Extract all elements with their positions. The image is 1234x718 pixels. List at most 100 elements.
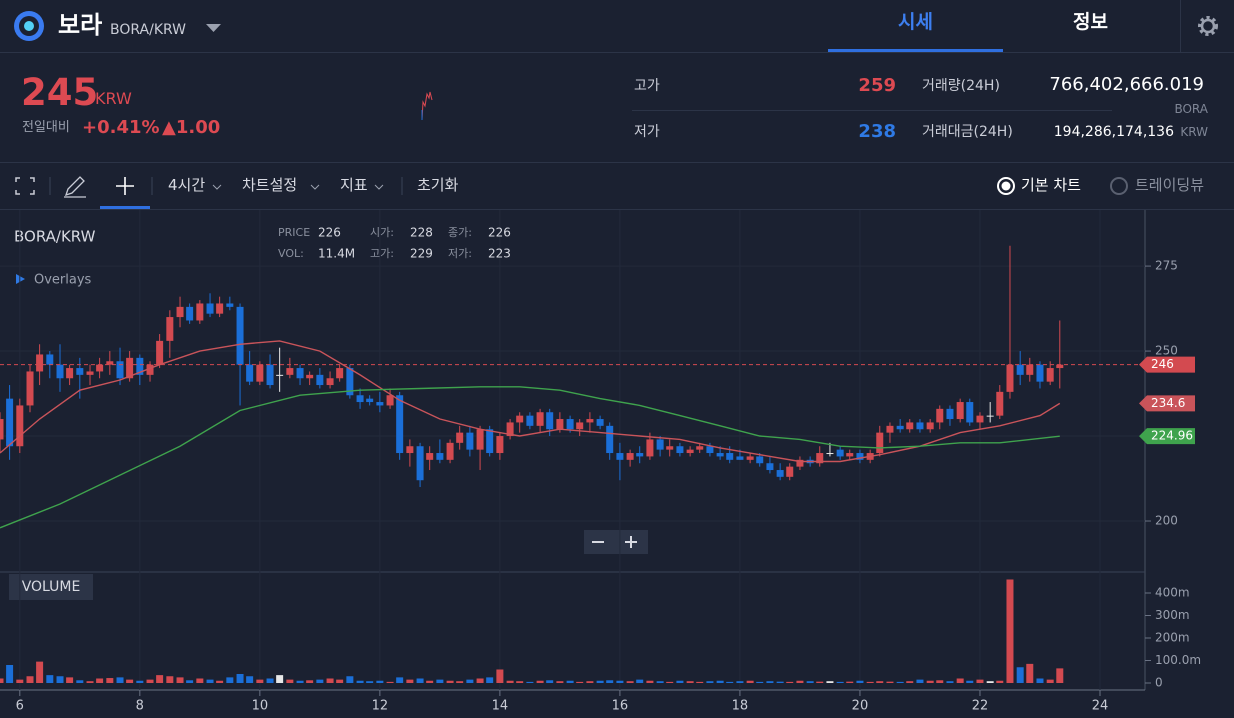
candle-body: [976, 415, 984, 423]
candle-body: [126, 357, 134, 379]
candle-body: [746, 456, 754, 460]
volume-bar: [886, 681, 894, 683]
stat-value: 238: [858, 121, 896, 142]
candle-body: [696, 446, 704, 450]
volume-bar: [386, 681, 394, 683]
volume-bar: [556, 681, 564, 683]
x-tick-label: 8: [136, 699, 144, 714]
menu[interactable]: 지표: [340, 176, 368, 194]
volume-bar: [186, 680, 194, 683]
legend-value: 11.4M: [318, 247, 355, 261]
candle-body: [676, 446, 684, 454]
candle-body: [706, 446, 714, 454]
reset[interactable]: 초기화: [417, 176, 459, 194]
candle-body: [176, 306, 184, 318]
radio-on[interactable]: [995, 176, 1017, 198]
volume-bar: [246, 676, 254, 683]
candle-body: [246, 364, 254, 382]
overlays-toggle[interactable]: Overlays: [34, 273, 92, 288]
candle-body: [536, 412, 544, 426]
tab[interactable]: 시세: [898, 11, 933, 33]
candle-body: [576, 422, 584, 430]
candle-body: [966, 402, 974, 423]
candle-body: [876, 432, 884, 454]
candle-body: [516, 415, 524, 423]
price-unit: KRW: [95, 89, 132, 108]
volume-bar: [686, 681, 694, 683]
volume-bar: [466, 679, 474, 683]
volume-bar: [196, 678, 204, 683]
volume-bar: [626, 681, 634, 683]
volume-bar: [136, 680, 144, 683]
volume-bar: [876, 681, 884, 683]
volume-bar: [706, 681, 714, 683]
candle-body: [136, 357, 144, 375]
candle-body: [626, 453, 634, 460]
candle-body: [446, 442, 454, 460]
volume-bar: [666, 681, 674, 683]
volume-bar: [376, 680, 384, 683]
y-tick-label: 300m: [1155, 608, 1190, 622]
stat-unit: BORA: [1174, 102, 1208, 116]
zoom-buttons[interactable]: [592, 536, 637, 548]
volume-bar: [796, 680, 804, 683]
volume-bar: [6, 665, 14, 683]
x-tick-label: 14: [492, 699, 509, 714]
volume-bar: [116, 677, 124, 683]
menu[interactable]: 차트설정: [242, 176, 298, 194]
candle-body: [816, 453, 824, 464]
volume-bar: [676, 680, 684, 683]
chart-title: BORA/KRW: [14, 228, 96, 246]
candle-body: [76, 368, 84, 375]
candle-body: [936, 408, 944, 423]
volume-bar: [736, 681, 744, 683]
view-option[interactable]: 트레이딩뷰: [1135, 176, 1205, 194]
candle-body: [466, 432, 474, 450]
pair: BORA/KRW: [110, 22, 187, 38]
candle-body: [1036, 364, 1044, 382]
stat-label: 저가: [634, 124, 660, 140]
legend-label: 저가:: [448, 247, 472, 260]
interval[interactable]: 4시간: [168, 176, 206, 194]
volume-bar: [936, 680, 944, 683]
price-tag-label: 224.96: [1151, 429, 1193, 443]
volume-bar: [66, 677, 74, 683]
volume-bar: [726, 681, 734, 683]
volume-bar: [966, 680, 974, 683]
crosshair-icon[interactable]: [116, 177, 134, 195]
candle-body: [276, 374, 284, 376]
tab[interactable]: 정보: [1073, 11, 1108, 33]
candle-body: [786, 466, 794, 477]
candle-body: [426, 453, 434, 460]
candle-body: [1016, 364, 1024, 375]
candle-body: [146, 364, 154, 375]
candle-body: [716, 453, 724, 457]
volume-bar: [926, 680, 934, 683]
volume-bar: [176, 677, 184, 683]
volume-bar: [946, 681, 954, 683]
candle-body: [886, 425, 894, 433]
volume-bar: [496, 669, 504, 683]
legend-value: 223: [488, 247, 511, 261]
volume-bar: [406, 679, 414, 683]
fullscreen-icon[interactable]: [15, 177, 35, 195]
candle-body: [616, 453, 624, 460]
candle-body: [226, 303, 234, 307]
candle-body: [566, 419, 574, 430]
draw-icon[interactable]: [64, 176, 86, 198]
dropdown[interactable]: [205, 22, 223, 34]
volume-bar: [416, 678, 424, 683]
candle-body: [836, 449, 844, 457]
candle-body: [316, 374, 324, 386]
logo: [14, 11, 44, 41]
settings-icon[interactable]: [1196, 14, 1220, 38]
view-option[interactable]: 기본 차트: [1021, 176, 1081, 194]
x-tick-label: 10: [252, 699, 269, 714]
price-tag: [1139, 356, 1195, 373]
radio-off[interactable]: [1109, 176, 1131, 198]
candle-body: [116, 361, 124, 379]
volume-bar: [1006, 579, 1014, 683]
x-tick-label: 24: [1092, 699, 1109, 714]
volume-bar: [56, 676, 64, 683]
volume-bar: [836, 681, 844, 683]
